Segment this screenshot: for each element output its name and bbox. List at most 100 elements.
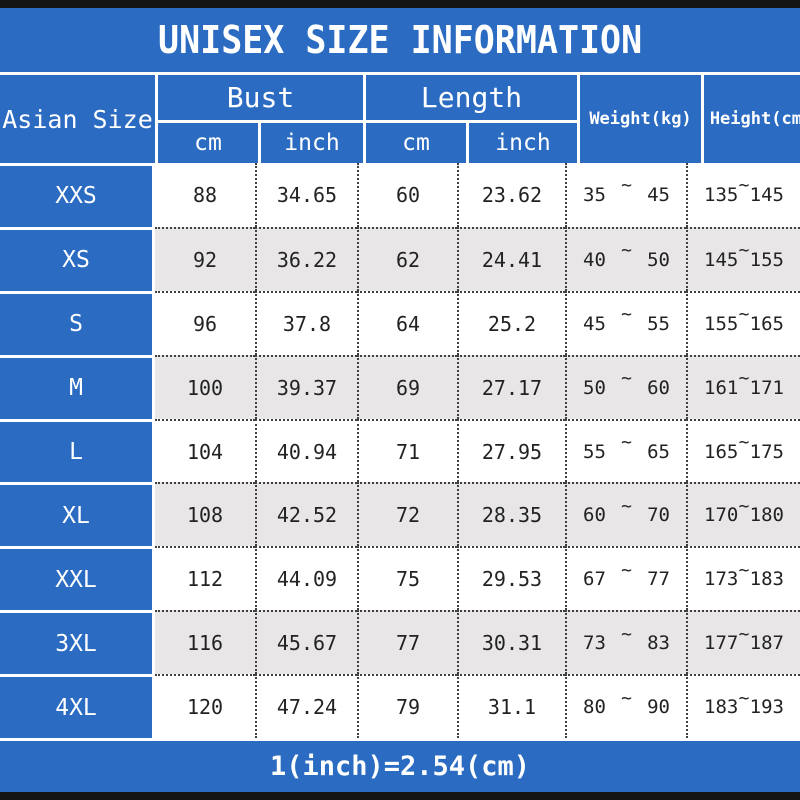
range-max: 187	[749, 632, 784, 655]
tilde-symbol: ~	[621, 240, 632, 262]
height-range: 165 ~175	[686, 418, 800, 483]
size-label: XS	[0, 226, 155, 291]
size-label: L	[0, 418, 155, 483]
bust-cm-value: 112	[155, 546, 255, 611]
range-min: 135	[704, 183, 739, 206]
height-range: 183 ~193	[686, 674, 800, 739]
page-title: UNISEX SIZE INFORMATION	[157, 18, 643, 62]
range-max: 165	[749, 312, 784, 335]
weight-range: 73 ~83	[565, 610, 686, 675]
tilde-symbol: ~	[621, 559, 632, 581]
tilde-symbol: ~	[621, 368, 632, 390]
tilde-symbol: ~	[621, 623, 632, 645]
range-min: 177	[704, 632, 739, 655]
height-range: 170 ~180	[686, 482, 800, 547]
bust-cm-value: 96	[155, 290, 255, 355]
bust-cm-value: 92	[155, 226, 255, 291]
length-inch-value: 27.17	[457, 354, 565, 419]
range-min: 45	[583, 312, 606, 335]
size-label: S	[0, 290, 155, 355]
length-inch-value: 27.95	[457, 418, 565, 483]
range-max: 175	[749, 440, 784, 463]
header-length-cm: cm	[366, 123, 466, 163]
range-max: 55	[647, 312, 670, 335]
range-min: 80	[583, 696, 606, 719]
length-cm-value: 60	[357, 163, 457, 227]
weight-range: 67 ~77	[565, 546, 686, 611]
range-min: 73	[583, 632, 606, 655]
length-cm-value: 69	[357, 354, 457, 419]
tilde-symbol: ~	[621, 304, 632, 326]
range-min: 67	[583, 568, 606, 591]
tilde-symbol: ~	[738, 623, 750, 645]
range-max: 183	[749, 568, 784, 591]
range-max: 193	[749, 696, 784, 719]
tilde-symbol: ~	[738, 175, 750, 197]
header-length-inch: inch	[469, 123, 577, 163]
table-row: M 100 39.37 69 27.17 50 ~60 161 ~171	[0, 354, 800, 419]
height-range: 135 ~145	[686, 163, 800, 227]
size-label: XXL	[0, 546, 155, 611]
length-cm-value: 62	[357, 226, 457, 291]
bust-cm-value: 88	[155, 163, 255, 227]
range-max: 60	[647, 376, 670, 399]
footer-note: 1(inch)=2.54(cm)	[0, 738, 800, 792]
table-row: 3XL 116 45.67 77 30.31 73 ~83 177 ~187	[0, 610, 800, 675]
length-inch-value: 24.41	[457, 226, 565, 291]
table-row: XS 92 36.22 62 24.41 40 ~50 145 ~155	[0, 226, 800, 291]
bust-cm-value: 100	[155, 354, 255, 419]
length-cm-value: 72	[357, 482, 457, 547]
table-body: XXS 88 34.65 60 23.62 35 ~45 135 ~145 XS 9…	[0, 163, 800, 739]
bust-cm-value: 120	[155, 674, 255, 739]
height-range: 173 ~183	[686, 546, 800, 611]
size-label: XL	[0, 482, 155, 547]
size-label: 4XL	[0, 674, 155, 739]
table-row: 4XL 120 47.24 79 31.1 80 ~90 183 ~193	[0, 674, 800, 739]
size-label: XXS	[0, 163, 155, 227]
length-inch-value: 30.31	[457, 610, 565, 675]
tilde-symbol: ~	[738, 304, 750, 326]
range-min: 50	[583, 376, 606, 399]
bust-inch-value: 36.22	[255, 226, 357, 291]
length-inch-value: 29.53	[457, 546, 565, 611]
range-min: 35	[583, 183, 606, 206]
bust-inch-value: 45.67	[255, 610, 357, 675]
bust-cm-value: 104	[155, 418, 255, 483]
height-range: 155 ~165	[686, 290, 800, 355]
height-range: 177 ~187	[686, 610, 800, 675]
bust-inch-value: 42.52	[255, 482, 357, 547]
tilde-symbol: ~	[621, 687, 632, 709]
range-max: 180	[749, 504, 784, 527]
conversion-note: 1(inch)=2.54(cm)	[269, 751, 531, 782]
length-inch-value: 31.1	[457, 674, 565, 739]
bust-inch-value: 40.94	[255, 418, 357, 483]
header-weight: Weight(kg)	[580, 75, 701, 163]
length-inch-value: 28.35	[457, 482, 565, 547]
range-min: 165	[704, 440, 739, 463]
range-max: 155	[749, 248, 784, 271]
header-height: Height(cm)	[704, 75, 800, 163]
range-max: 65	[647, 440, 670, 463]
height-range: 161 ~171	[686, 354, 800, 419]
tilde-symbol: ~	[621, 495, 632, 517]
bust-inch-value: 44.09	[255, 546, 357, 611]
weight-range: 50 ~60	[565, 354, 686, 419]
range-min: 161	[704, 376, 739, 399]
weight-range: 55 ~65	[565, 418, 686, 483]
table-row: L 104 40.94 71 27.95 55 ~65 165 ~175	[0, 418, 800, 483]
table-row: XL 108 42.52 72 28.35 60 ~70 170 ~180	[0, 482, 800, 547]
header-bust-cm: cm	[158, 123, 258, 163]
length-inch-value: 25.2	[457, 290, 565, 355]
weight-range: 80 ~90	[565, 674, 686, 739]
range-min: 40	[583, 248, 606, 271]
header-bust-inch: inch	[261, 123, 363, 163]
range-max: 145	[749, 183, 784, 206]
height-range: 145 ~155	[686, 226, 800, 291]
tilde-symbol: ~	[621, 175, 632, 197]
top-border-bar	[0, 0, 800, 8]
weight-range: 45 ~55	[565, 290, 686, 355]
length-cm-value: 75	[357, 546, 457, 611]
header-asian-size: Asian Size	[0, 75, 155, 163]
tilde-symbol: ~	[738, 368, 750, 390]
